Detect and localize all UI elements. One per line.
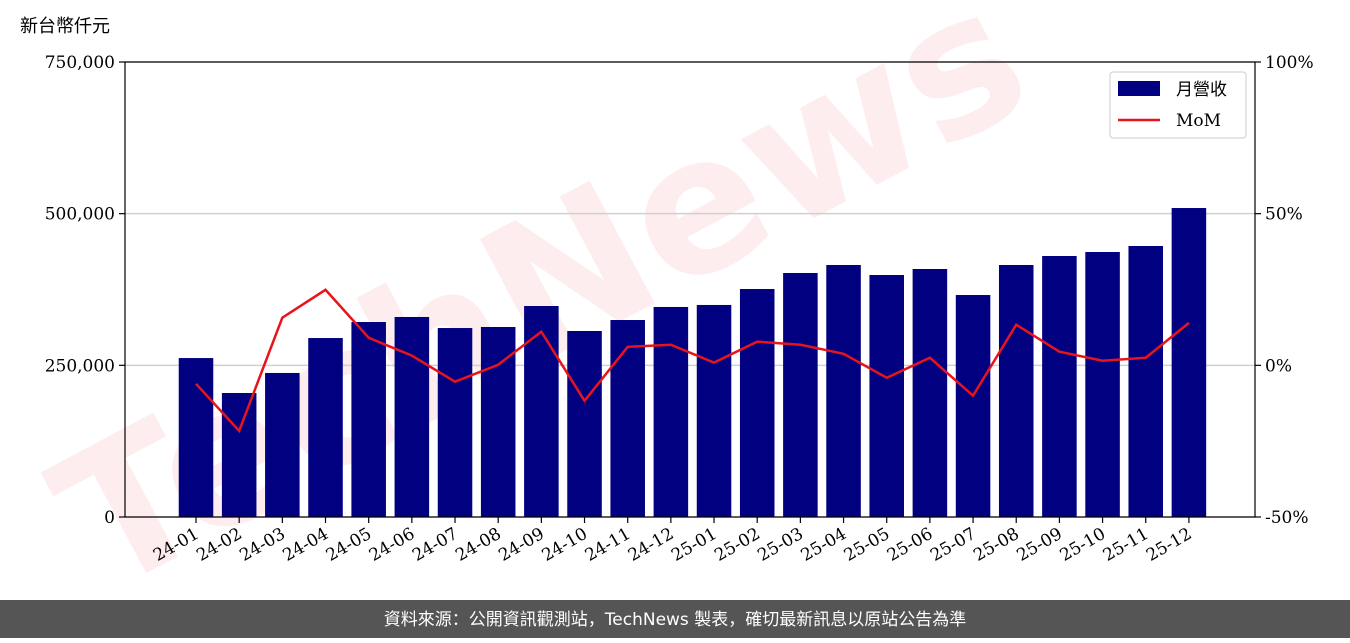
y2-tick-label: 50%: [1265, 205, 1303, 225]
y-tick-label: 750,000: [45, 53, 115, 73]
bar: [1042, 256, 1077, 517]
bar: [826, 264, 861, 517]
bar: [265, 372, 300, 517]
bar: [1171, 208, 1207, 518]
bar: [567, 330, 602, 517]
bar: [869, 275, 904, 517]
y2-tick-label: 100%: [1265, 53, 1314, 73]
bar: [437, 328, 473, 517]
bar: [998, 264, 1034, 517]
footer: 資料來源：公開資訊觀測站，TechNews 製表，確切最新訊息以原站公告為準: [384, 610, 966, 630]
bar: [1128, 246, 1164, 517]
y2-tick-label: 0%: [1265, 356, 1292, 376]
bar: [178, 358, 214, 517]
plot-frame: [124, 61, 1256, 518]
bar: [308, 338, 343, 517]
bar: [739, 289, 775, 517]
line: [195, 288, 1190, 434]
y-axis-label: 新台幣仟元: [20, 16, 110, 37]
footer-bar: [0, 600, 1350, 638]
y-tick-label: 0: [104, 508, 115, 528]
bar: [653, 306, 689, 517]
bar: [955, 295, 991, 517]
y-tick-label: 250,000: [45, 356, 115, 376]
bar: [783, 272, 818, 517]
legend-swatch: [1118, 81, 1160, 96]
y-tick-label: 500,000: [45, 205, 115, 225]
bar: [912, 268, 948, 517]
legend-label: MoM: [1176, 111, 1221, 131]
y2-tick-label: -50%: [1265, 508, 1309, 528]
bar: [1085, 252, 1120, 517]
bar: [480, 326, 516, 517]
bar: [351, 322, 386, 517]
bar: [221, 392, 257, 517]
legend-label: 月營收: [1176, 80, 1227, 100]
bar: [696, 304, 732, 517]
bar: [394, 316, 430, 517]
bar: [610, 320, 645, 517]
bar: [524, 306, 559, 517]
